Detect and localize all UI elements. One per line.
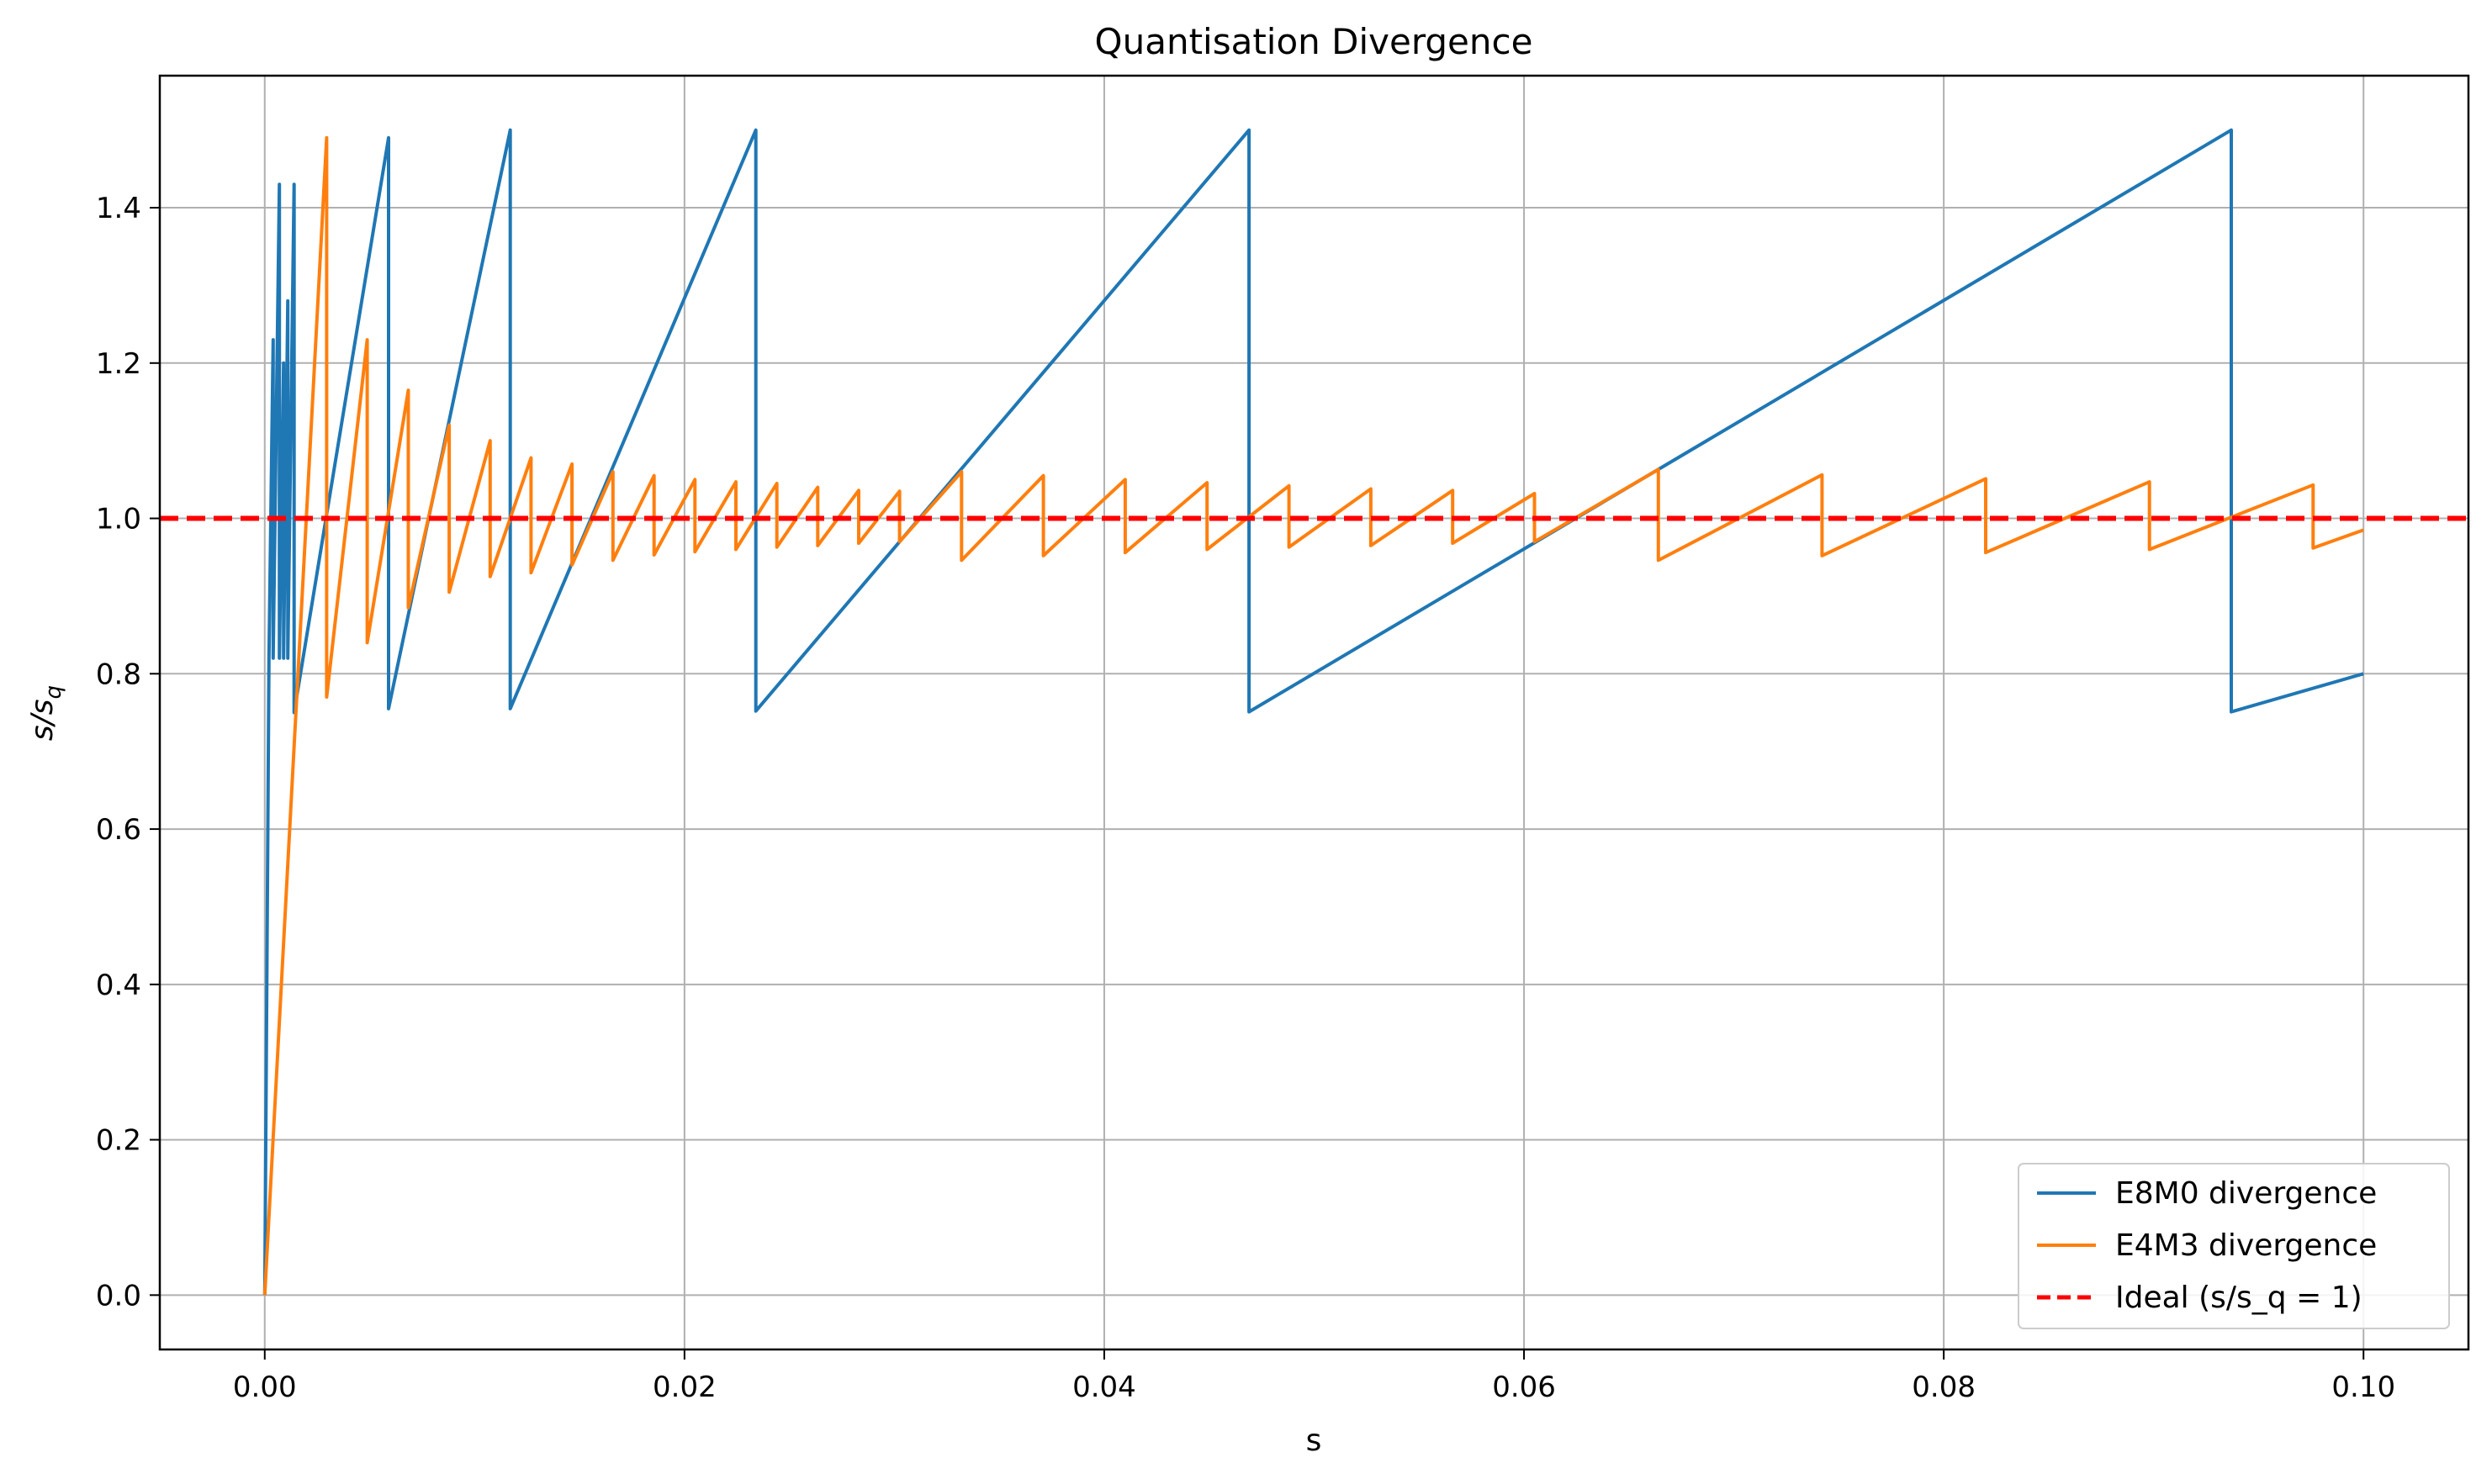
legend-label-ideal: Ideal (s/s_q = 1)	[2115, 1281, 2362, 1315]
y-tick-label: 0.4	[96, 969, 141, 1002]
y-tick-label: 1.0	[96, 503, 141, 536]
plot-frame	[158, 74, 2470, 1351]
legend-label-e4m3: E4M3 divergence	[2115, 1228, 2377, 1263]
y-tick-label: 0.0	[96, 1279, 141, 1312]
x-tick-label: 0.04	[1072, 1370, 1136, 1404]
x-tick-label: 0.08	[1912, 1370, 1976, 1404]
legend-label-e8m0: E8M0 divergence	[2115, 1176, 2377, 1211]
series-line-e8m0	[262, 128, 2364, 1296]
series-line-e4m3	[262, 135, 2364, 1296]
y-tick-label: 0.2	[96, 1124, 141, 1158]
y-tick-label: 0.8	[96, 658, 141, 691]
y-tick-label: 1.2	[96, 347, 141, 381]
chart-title: Quantisation Divergence	[1095, 21, 1533, 62]
series-group	[160, 128, 2468, 1296]
y-tick-label: 0.6	[96, 813, 141, 847]
x-tick-label: 0.02	[653, 1370, 717, 1404]
legend: E8M0 divergence E4M3 divergence Ideal (s…	[2018, 1163, 2450, 1329]
x-tick-label: 0.10	[2331, 1370, 2395, 1404]
x-tick-label: 0.06	[1492, 1370, 1556, 1404]
x-axis-label: s	[1306, 1423, 1322, 1458]
y-axis-label: s/sq	[25, 685, 66, 741]
x-axis-ticks: 0.00 0.02 0.04 0.06 0.08 0.10	[233, 1349, 2395, 1404]
y-axis-ticks: 0.0 0.2 0.4 0.6 0.8 1.0 1.2 1.4	[96, 192, 160, 1312]
legend-box	[2018, 1163, 2450, 1329]
y-tick-label: 1.4	[96, 192, 141, 225]
x-tick-label: 0.00	[233, 1370, 297, 1404]
